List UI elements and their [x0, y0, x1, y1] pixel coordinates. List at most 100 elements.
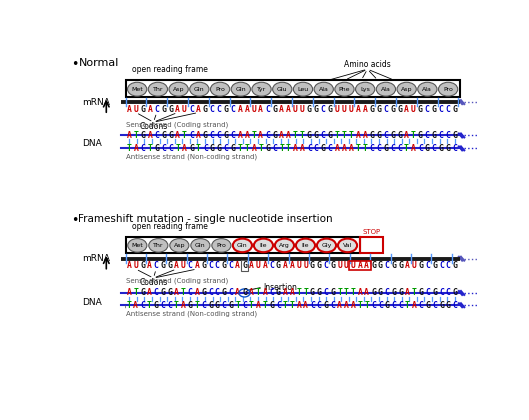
Text: Thr: Thr	[153, 243, 163, 248]
Text: U: U	[342, 105, 346, 114]
Text: Gln: Gln	[194, 87, 205, 92]
Text: G: G	[453, 105, 458, 114]
Text: C: C	[418, 144, 423, 153]
Text: A: A	[244, 131, 249, 140]
Text: T: T	[411, 131, 416, 140]
Text: C: C	[269, 289, 274, 297]
Text: A: A	[148, 105, 152, 114]
Text: A: A	[238, 131, 242, 140]
Text: T: T	[412, 289, 417, 297]
Text: T: T	[289, 301, 295, 310]
Text: G: G	[330, 261, 335, 270]
Text: A: A	[251, 144, 257, 153]
Text: U: U	[181, 261, 186, 270]
Text: STOP: STOP	[363, 229, 381, 235]
Text: G: G	[242, 289, 247, 297]
Text: G: G	[425, 301, 430, 310]
Text: DNA: DNA	[81, 297, 102, 307]
Text: G: G	[453, 261, 458, 270]
Text: U: U	[256, 261, 260, 270]
Text: A: A	[235, 261, 240, 270]
Text: G: G	[425, 144, 430, 153]
Text: T: T	[126, 301, 131, 310]
Text: A: A	[355, 131, 360, 140]
Text: C: C	[453, 144, 458, 153]
Text: T: T	[175, 144, 180, 153]
Text: A: A	[133, 301, 138, 310]
Text: A: A	[411, 144, 416, 153]
Text: Tyr: Tyr	[257, 87, 266, 92]
Text: C: C	[217, 131, 222, 140]
Text: U: U	[303, 261, 308, 270]
Text: U: U	[337, 261, 342, 270]
Text: C: C	[154, 105, 159, 114]
Text: T: T	[196, 144, 201, 153]
Text: A: A	[344, 301, 349, 310]
Text: A: A	[262, 261, 267, 270]
Text: G: G	[222, 261, 226, 270]
Text: C: C	[242, 301, 247, 310]
Text: C: C	[210, 131, 215, 140]
Text: T: T	[235, 301, 240, 310]
Text: U: U	[411, 105, 416, 114]
Text: A: A	[283, 261, 288, 270]
Text: G: G	[439, 301, 444, 310]
Text: U: U	[412, 261, 417, 270]
Text: C: C	[314, 144, 319, 153]
Text: •: •	[71, 58, 79, 71]
Text: A: A	[249, 261, 254, 270]
Text: G: G	[272, 105, 277, 114]
Text: A: A	[195, 261, 199, 270]
Text: C: C	[390, 144, 395, 153]
Text: T: T	[337, 289, 342, 297]
Text: Codons: Codons	[139, 122, 168, 131]
Text: C: C	[217, 105, 222, 114]
Text: Frameshift mutation - single nucleotide insertion: Frameshift mutation - single nucleotide …	[78, 214, 333, 224]
Text: A: A	[412, 301, 417, 310]
Text: U: U	[344, 261, 349, 270]
Text: G: G	[317, 261, 322, 270]
Text: A: A	[335, 144, 340, 153]
Bar	[360, 237, 383, 253]
Text: Arg: Arg	[279, 243, 290, 248]
Text: Codons: Codons	[139, 278, 168, 287]
Text: A: A	[355, 105, 360, 114]
Text: Pro: Pro	[216, 243, 226, 248]
Text: G: G	[369, 131, 374, 140]
Text: open reading frame: open reading frame	[132, 221, 207, 231]
Text: G: G	[224, 105, 229, 114]
Text: T: T	[258, 144, 263, 153]
Text: C: C	[154, 289, 159, 297]
Text: Ala: Ala	[423, 87, 432, 92]
Text: C: C	[445, 131, 451, 140]
Text: U: U	[349, 105, 353, 114]
Text: U: U	[296, 261, 301, 270]
Text: U: U	[133, 105, 139, 114]
Bar	[349, 261, 370, 270]
Text: C: C	[425, 105, 430, 114]
Text: mRNA: mRNA	[81, 254, 110, 263]
Text: C: C	[229, 289, 233, 297]
Text: A: A	[286, 105, 291, 114]
Text: G: G	[203, 131, 208, 140]
Text: A: A	[148, 131, 152, 140]
Ellipse shape	[397, 82, 416, 96]
Text: A: A	[283, 289, 288, 297]
Text: G: G	[328, 105, 333, 114]
Text: C: C	[222, 301, 226, 310]
Text: T: T	[244, 144, 249, 153]
Text: T: T	[262, 301, 267, 310]
Text: C: C	[385, 261, 389, 270]
Text: G: G	[418, 261, 424, 270]
Text: C: C	[189, 131, 194, 140]
Text: A: A	[404, 131, 409, 140]
Text: A: A	[147, 261, 152, 270]
Text: U: U	[251, 105, 257, 114]
Text: G: G	[432, 261, 437, 270]
Ellipse shape	[338, 239, 357, 252]
Text: G: G	[398, 289, 403, 297]
Text: G: G	[310, 289, 315, 297]
Text: Glu: Glu	[277, 87, 288, 92]
Text: G: G	[160, 289, 166, 297]
Text: C: C	[188, 261, 193, 270]
